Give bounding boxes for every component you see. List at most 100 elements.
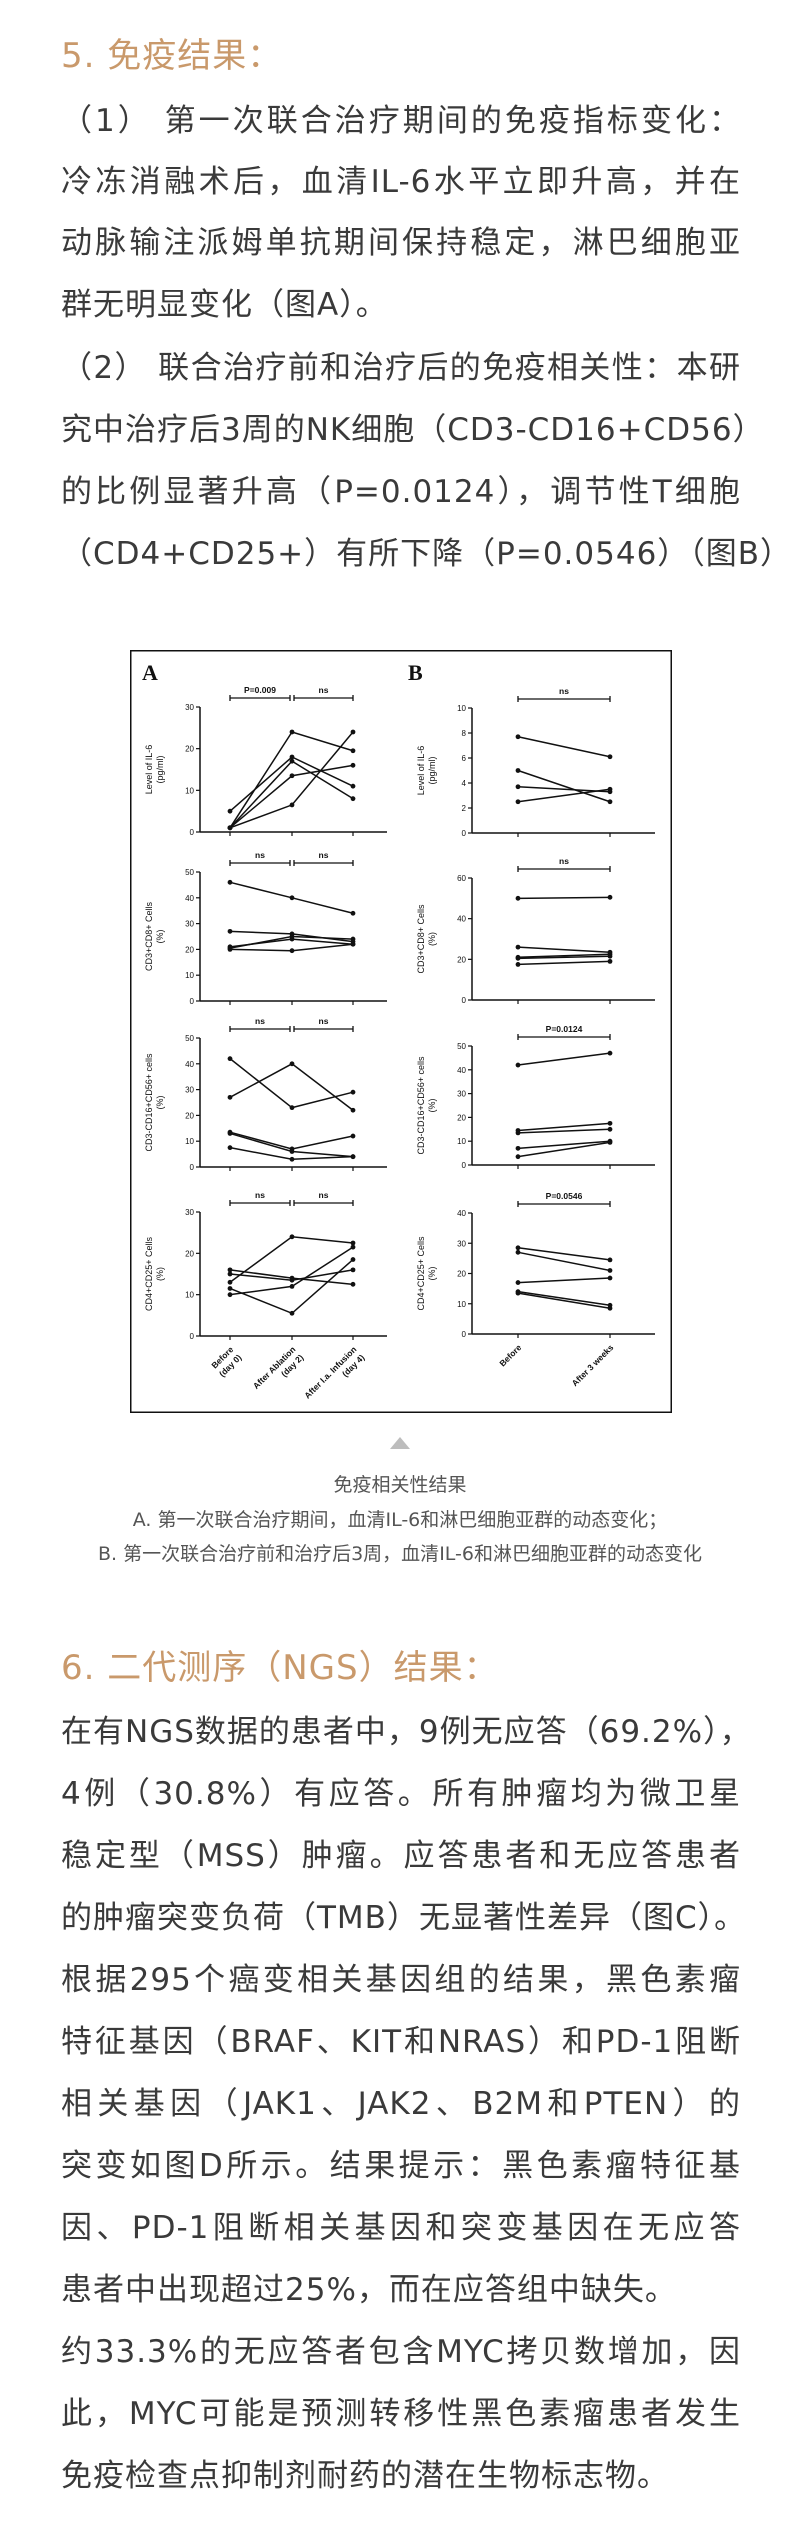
data-point xyxy=(289,773,295,779)
data-point xyxy=(350,1257,356,1262)
series-line xyxy=(517,1128,611,1134)
section6-line: 免疫检查点抑制剂耐药的潜在生物标志物。 xyxy=(61,2458,669,2494)
y-tick-label: 40 xyxy=(457,1209,466,1218)
data-point xyxy=(289,1277,295,1283)
y-tick-label: 8 xyxy=(462,729,467,738)
data-point xyxy=(227,879,233,885)
comparison-bracket: ns xyxy=(293,685,354,701)
data-point xyxy=(227,1267,233,1273)
data-point xyxy=(350,936,356,942)
series-line xyxy=(517,953,611,959)
y-tick-label: 4 xyxy=(462,779,467,788)
y-tick-label: 0 xyxy=(190,828,195,837)
data-point xyxy=(289,1061,295,1067)
series-line xyxy=(517,1251,611,1272)
series-line xyxy=(517,1122,611,1132)
y-tick-label: 10 xyxy=(185,1137,194,1146)
section6-line: 的肿瘤突变负荷（TMB）无显著性差异（图C）。 xyxy=(61,1900,747,1936)
y-tick-label: 30 xyxy=(457,1090,466,1099)
section5-line: （2） 联合治疗前和治疗后的免疫相关性：本研 xyxy=(61,350,741,386)
data-point xyxy=(607,1120,613,1126)
data-point xyxy=(350,1240,356,1246)
data-point xyxy=(227,1145,233,1151)
y-axis-label: Level of IL-6 xyxy=(416,746,426,796)
y-axis-label: CD3-CD16+CD56+ cells xyxy=(144,1053,154,1152)
data-point xyxy=(289,1156,295,1162)
section5-line: （1） 第一次联合治疗期间的免疫指标变化： xyxy=(61,103,741,139)
data-point xyxy=(227,1094,233,1100)
data-point xyxy=(607,1139,613,1145)
y-tick-label: 50 xyxy=(457,1042,466,1051)
y-tick-label: 0 xyxy=(462,996,467,1005)
section5-heading: 5. 免疫结果： xyxy=(61,36,283,76)
y-tick-label: 60 xyxy=(457,874,466,883)
data-point xyxy=(515,768,521,773)
y-tick-label: 10 xyxy=(457,1300,466,1309)
data-point xyxy=(289,948,295,954)
y-axis-label: (%) xyxy=(155,1267,165,1281)
data-point xyxy=(289,1234,295,1240)
comparison-label: ns xyxy=(319,1016,329,1026)
data-point xyxy=(607,754,613,760)
figure-caption-title: 免疫相关性结果 xyxy=(333,1474,467,1496)
y-tick-label: 10 xyxy=(185,971,194,980)
y-tick-label: 40 xyxy=(185,1060,194,1069)
data-point xyxy=(515,734,521,740)
series-line xyxy=(517,1140,611,1150)
series-line xyxy=(517,1290,611,1307)
comparison-label: ns xyxy=(255,1190,265,1200)
panel-label: A xyxy=(142,660,158,685)
data-point xyxy=(289,758,295,764)
data-point xyxy=(289,1284,295,1289)
section6-line: 约33.3%的无应答者包含MYC拷贝数增加，因 xyxy=(61,2334,741,2370)
series-line xyxy=(517,955,611,960)
section6-line: 特征基因（BRAF、KIT和NRAS）和PD-1阻断 xyxy=(61,2024,741,2060)
data-point xyxy=(515,1245,521,1251)
comparison-label: P=0.009 xyxy=(244,685,276,695)
data-point xyxy=(289,802,295,808)
data-point xyxy=(607,894,613,900)
comparison-bracket: ns xyxy=(229,850,291,866)
data-point xyxy=(515,1062,521,1068)
section6-line: 患者中出现超过25%，而在应答组中缺失。 xyxy=(61,2272,677,2308)
section5-line: （CD4+CD25+）有所下降（P=0.0546）（图B） xyxy=(61,536,793,572)
data-point xyxy=(607,799,613,805)
series-line xyxy=(517,896,611,900)
y-tick-label: 10 xyxy=(185,786,194,795)
y-axis-label: (%) xyxy=(155,930,165,944)
data-point xyxy=(350,1089,356,1095)
y-axis-label: Level of IL-6 xyxy=(144,745,154,795)
data-point xyxy=(607,1268,613,1273)
caption-triangle-icon xyxy=(390,1437,410,1449)
y-tick-label: 20 xyxy=(457,1270,466,1279)
y-tick-label: 0 xyxy=(190,997,195,1006)
data-point xyxy=(607,953,613,959)
data-point xyxy=(289,754,295,760)
comparison-label: ns xyxy=(319,685,329,695)
section6-line: 此，MYC可能是预测转移性黑色素瘤患者发生 xyxy=(61,2396,741,2432)
series-line xyxy=(517,769,611,803)
y-tick-label: 30 xyxy=(185,703,194,712)
data-point xyxy=(227,808,233,814)
y-tick-label: 10 xyxy=(457,704,466,713)
data-point xyxy=(350,1107,356,1113)
y-axis-label: CD4+CD25+ Cells xyxy=(144,1236,154,1311)
data-point xyxy=(607,1275,613,1281)
y-tick-label: 30 xyxy=(185,1208,194,1217)
data-point xyxy=(515,1154,521,1160)
data-point xyxy=(607,1257,613,1263)
comparison-bracket: ns xyxy=(293,1190,354,1206)
y-axis-label: (%) xyxy=(427,932,437,946)
y-tick-label: 40 xyxy=(457,915,466,924)
comparison-label: P=0.0546 xyxy=(546,1191,583,1201)
data-point xyxy=(607,1126,613,1132)
data-point xyxy=(607,1305,613,1311)
y-tick-label: 20 xyxy=(457,1113,466,1122)
data-point xyxy=(350,729,356,735)
y-tick-label: 0 xyxy=(190,1332,195,1341)
section6-line: 因、PD-1阻断相关基因和突变基因在无应答 xyxy=(61,2210,741,2246)
data-point xyxy=(607,1050,613,1056)
series-line xyxy=(517,1052,611,1066)
section5-line: 冷冻消融术后，血清IL-6水平立即升高，并在 xyxy=(61,164,741,200)
